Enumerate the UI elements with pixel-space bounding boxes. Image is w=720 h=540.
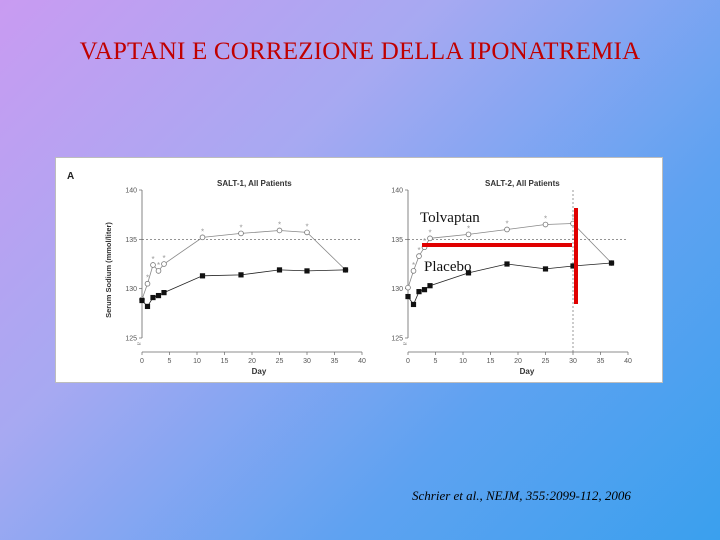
salt2-circle-series-line [407, 223, 612, 288]
salt1-significance-star: * [162, 254, 165, 263]
salt1-square-point [199, 273, 206, 279]
salt2-significance-star: * [467, 224, 470, 233]
salt2-y-tick-label: 125 [391, 336, 403, 343]
salt1-x-tick-label: 25 [276, 358, 284, 365]
salt1-y-tick-label: 140 [125, 188, 137, 195]
salt2-circle-point [504, 226, 510, 233]
salt1-square-point [161, 290, 167, 296]
salt1-circle-point [304, 229, 310, 236]
salt2-circle-point [542, 221, 549, 228]
salt1-significance-star: * [157, 261, 160, 270]
salt1-square-series-line [141, 269, 346, 308]
salt2-x-tick-label: 30 [569, 358, 577, 365]
salt2-circle-point [416, 253, 422, 259]
salt1-square-point [342, 267, 349, 273]
salt2-square-point [410, 301, 417, 308]
citation: Schrier et al., NEJM, 355:2099-112, 2006 [412, 488, 631, 503]
salt1-circle-point [199, 234, 206, 241]
salt2-significance-star: * [423, 237, 426, 246]
salt2-circle-point [410, 268, 417, 274]
salt2-square-point [427, 283, 433, 289]
salt2-x-tick-label: 15 [487, 358, 495, 365]
salt1-x-tick-label: 5 [168, 358, 172, 365]
salt2-circle-point [465, 231, 472, 238]
salt2-square-point [405, 293, 411, 300]
salt1-y-tick-label: 135 [125, 237, 137, 244]
salt1-significance-star: * [146, 274, 149, 283]
salt2-x-tick-label: 35 [597, 358, 605, 365]
salt1-x-tick-label: 40 [358, 358, 366, 365]
salt2-square-point [542, 266, 549, 272]
vertical-red-bar [574, 208, 578, 304]
salt1-x-tick-label: 35 [331, 358, 339, 365]
salt1-x-tick-label: 0 [140, 358, 144, 365]
salt1-circle-point [155, 268, 162, 274]
salt2-y-tick-label: 130 [391, 286, 403, 293]
salt1-circle-point [144, 280, 151, 287]
salt1-circle-point [238, 230, 244, 237]
figure-svg: A SALT-1, All Patients SALT-2, All Patie… [67, 171, 632, 376]
salt2-x-tick-label: 25 [542, 358, 550, 365]
salt1-significance-star: * [239, 223, 242, 232]
salt1-circle-point [276, 227, 283, 234]
salt1-circle-point [161, 261, 167, 267]
salt2-y-tick-label: 135 [391, 237, 403, 244]
salt2-y-tick-label: 140 [391, 188, 403, 195]
salt1-x-tick-label: 30 [303, 358, 311, 365]
salt2-x-tick-label: 5 [434, 358, 438, 365]
salt1-x-tick-label: 10 [193, 358, 201, 365]
salt1-square-point [139, 297, 145, 304]
salt2-square-series-line [407, 262, 612, 306]
salt1-square-point [238, 272, 244, 278]
salt1-y-tick-label: 130 [125, 286, 137, 293]
salt1-square-point [155, 292, 162, 299]
salt1-circle-point [150, 262, 156, 268]
salt2-square-point [570, 263, 576, 269]
salt2-title: SALT-2, All Patients [485, 179, 560, 188]
salt2-axis-break: ≈ [403, 341, 407, 348]
salt1-square-point [144, 303, 151, 310]
salt2-significance-star: * [412, 261, 415, 270]
salt2-significance-star: * [544, 215, 547, 224]
figure-frame: A SALT-1, All Patients SALT-2, All Patie… [55, 157, 663, 383]
salt2-x-tick-label: 0 [406, 358, 410, 365]
salt2-square-point [421, 287, 428, 293]
salt2-significance-star: * [428, 228, 431, 237]
salt2-circle-point [405, 284, 411, 291]
salt1-x-axis-label: Day [252, 367, 267, 376]
salt1-x-tick-label: 20 [248, 358, 256, 365]
salt1-significance-star: * [278, 220, 281, 229]
placebo-annotation: Placebo [424, 259, 471, 275]
salt2-circle-point [427, 235, 433, 242]
salt2-significance-star: * [505, 219, 508, 228]
salt2-square-point [504, 261, 510, 267]
panel-letter: A [67, 171, 74, 182]
salt1-significance-star: * [305, 222, 308, 231]
salt2-x-axis-label: Day [520, 367, 535, 376]
salt2-square-point [608, 260, 615, 266]
salt1-circle-series-line [141, 230, 346, 300]
salt1-significance-star: * [151, 255, 154, 264]
salt2-x-tick-label: 20 [514, 358, 522, 365]
salt2-significance-star: * [571, 214, 574, 223]
salt2-x-tick-label: 40 [624, 358, 632, 365]
salt1-square-point [276, 267, 283, 273]
salt1-square-point [150, 294, 156, 301]
salt2-square-point [465, 270, 472, 276]
salt2-significance-star: * [417, 246, 420, 255]
tolvaptan-annotation: Tolvaptan [420, 210, 480, 226]
salt1-significance-star: * [201, 227, 204, 236]
tolvaptan-underline-bar [422, 243, 572, 247]
y-axis-label: Serum Sodium (mmol/liter) [104, 222, 113, 318]
salt1-y-tick-label: 125 [125, 336, 137, 343]
salt2-x-tick-label: 10 [459, 358, 467, 365]
salt1-title: SALT-1, All Patients [217, 179, 292, 188]
salt1-square-point [304, 268, 310, 274]
slide-title: VAPTANI E CORREZIONE DELLA IPONATREMIA [79, 38, 641, 65]
salt1-axis-break: ≈ [137, 341, 141, 348]
salt1-x-tick-label: 15 [221, 358, 229, 365]
salt2-square-point [416, 289, 422, 295]
